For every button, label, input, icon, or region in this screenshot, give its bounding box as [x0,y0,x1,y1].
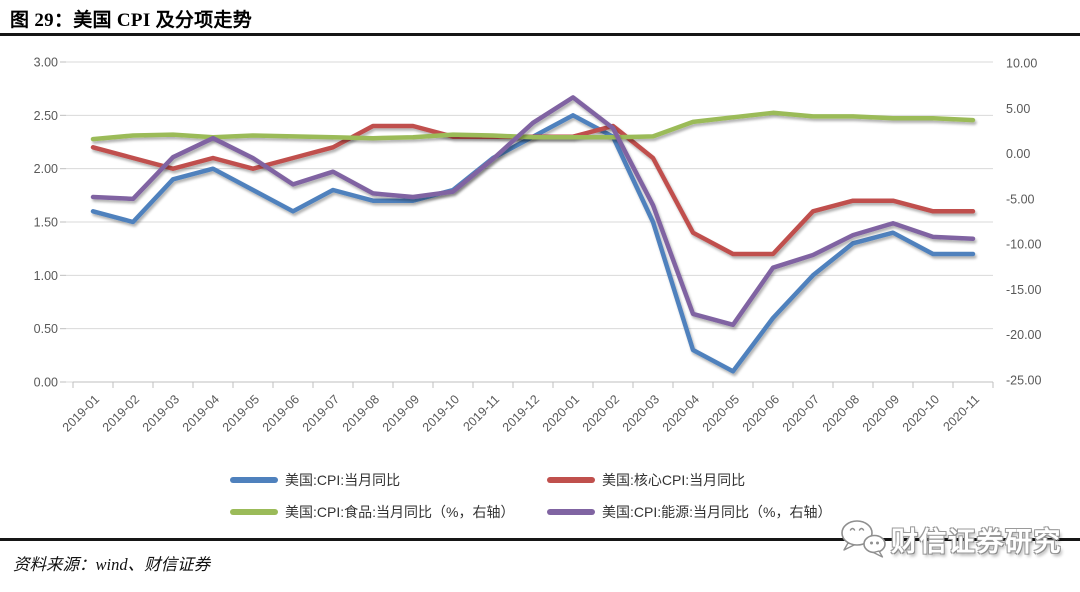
x-axis-label: 2019-09 [380,392,422,434]
wechat-icon [841,520,886,558]
title-divider-rule [0,33,1080,36]
legend-item-food-cpi: 美国:CPI:食品:当月同比（%，右轴） [230,502,514,522]
x-axis-label: 2020-05 [700,392,742,434]
right-axis-label: 0.00 [1006,147,1030,161]
right-axis-label: -10.00 [1006,238,1041,252]
x-axis-label: 2020-11 [940,392,982,434]
legend-item-core-cpi: 美国:核心CPI:当月同比 [547,470,745,490]
x-axis-label: 2019-10 [420,392,462,434]
x-axis-label: 2019-04 [180,392,222,434]
legend-marker-core-cpi [547,477,595,483]
x-axis-label: 2019-06 [260,392,302,434]
footer-divider-rule [0,538,1080,541]
right-axis-label: 5.00 [1006,102,1030,116]
x-axis-label: 2019-05 [220,392,262,434]
right-axis-label: -5.00 [1006,192,1035,206]
legend-marker-energy-cpi [547,509,595,515]
left-axis-label: 0.00 [34,376,58,390]
x-axis-label: 2020-01 [540,392,582,434]
legend-label-energy-cpi: 美国:CPI:能源:当月同比（%，右轴） [602,504,832,520]
left-axis-label: 2.50 [34,109,58,123]
x-axis-label: 2019-03 [140,392,182,434]
x-axis-label: 2020-09 [860,392,902,434]
x-axis-label: 2019-11 [460,392,502,434]
series-line-3 [90,95,976,328]
legend-item-cpi: 美国:CPI:当月同比 [230,470,400,490]
x-axis-label: 2019-02 [100,392,142,434]
right-axis-label: 10.00 [1006,57,1037,71]
watermark: 财信证券研究 [838,518,1062,560]
legend-item-energy-cpi: 美国:CPI:能源:当月同比（%，右轴） [547,502,831,522]
figure-title: 图 29：美国 CPI 及分项走势 [10,10,253,31]
x-axis-label: 2019-12 [500,392,542,434]
left-axis-label: 1.50 [34,216,58,230]
right-axis-label: -20.00 [1006,328,1041,342]
left-axis-label: 1.00 [34,269,58,283]
data-source-note: 资料来源：wind、财信证券 [13,555,211,574]
watermark-text: 财信证券研究 [891,526,1062,557]
legend-marker-food-cpi [230,509,278,515]
x-axis-label: 2020-10 [900,392,942,434]
right-axis-label: -15.00 [1006,283,1041,297]
legend-label-core-cpi: 美国:核心CPI:当月同比 [602,472,746,488]
x-axis-label: 2020-04 [660,392,702,434]
x-axis-label: 2019-08 [340,392,382,434]
left-axis-label: 3.00 [34,56,58,70]
x-axis-label: 2020-07 [780,392,822,434]
x-axis-label: 2019-01 [60,392,102,434]
left-axis-label: 0.50 [34,322,58,336]
legend-marker-cpi [230,477,278,483]
x-axis-label: 2020-02 [580,392,622,434]
legend-label-cpi: 美国:CPI:当月同比 [285,472,401,488]
x-axis-label: 2019-07 [300,392,342,434]
series-line-2 [90,110,976,142]
legend-label-food-cpi: 美国:CPI:食品:当月同比（%，右轴） [285,504,515,520]
x-axis-label: 2020-03 [620,392,662,434]
x-axis-label: 2020-06 [740,392,782,434]
x-axis-label: 2020-08 [820,392,862,434]
left-axis-label: 2.00 [34,162,58,176]
right-axis-label: -25.00 [1006,374,1041,388]
